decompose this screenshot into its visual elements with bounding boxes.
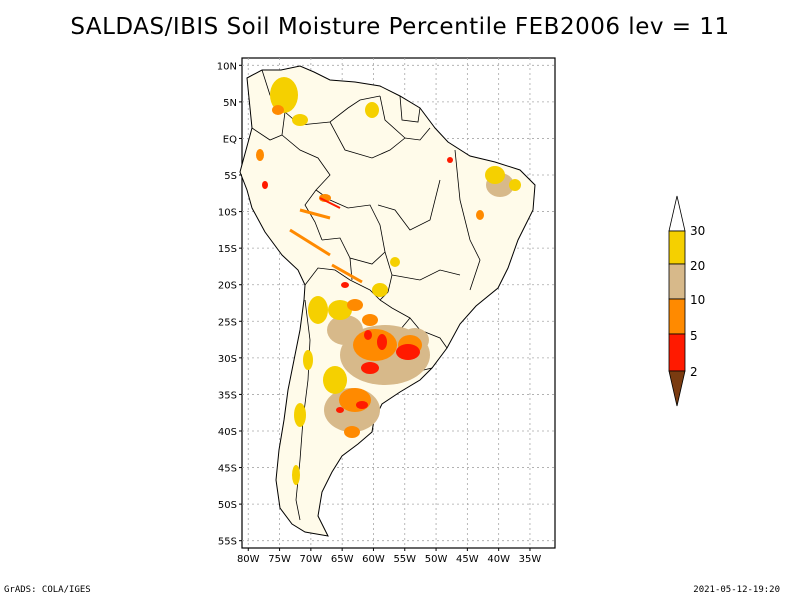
lat-tick-label: 45S — [218, 464, 237, 475]
lat-tick-label: 25S — [218, 317, 237, 328]
legend-label: 5 — [690, 329, 698, 343]
lon-tick-label: 50W — [425, 554, 448, 565]
lat-tick-label: 20S — [218, 281, 237, 292]
legend-swatch-10-20 — [668, 263, 686, 300]
legend-swatch-2-5 — [668, 333, 686, 372]
lat-tick-label: EQ — [223, 134, 237, 145]
lat-tick-label: 5N — [223, 98, 237, 109]
legend-label: 20 — [690, 259, 705, 273]
map-title: SALDAS/IBIS Soil Moisture Percentile FEB… — [70, 14, 730, 40]
lat-tick-label: 10N — [217, 61, 237, 72]
legend-label: 2 — [690, 365, 698, 379]
lat-tick-label: 55S — [218, 537, 237, 548]
legend-labels: 30 20 10 5 2 — [690, 224, 705, 379]
south-america-landmass — [239, 65, 536, 537]
legend-swatch-below-2 — [668, 370, 686, 407]
soil-moisture-percentile-field — [256, 77, 521, 485]
lat-tick-label: 15S — [218, 244, 237, 255]
legend-colorbar — [668, 195, 686, 407]
legend-label: 10 — [690, 293, 705, 307]
legend-swatch-5-10 — [668, 298, 686, 335]
longitude-labels: 80W 75W 70W 65W 60W 55W 50W 45W 40W 35W — [237, 548, 541, 565]
lon-tick-label: 70W — [300, 554, 323, 565]
lon-tick-label: 60W — [362, 554, 385, 565]
footer-timestamp: 2021-05-12-19:20 — [693, 585, 780, 595]
lat-tick-label: 50S — [218, 500, 237, 511]
lat-tick-label: 35S — [218, 390, 237, 401]
lon-tick-label: 80W — [237, 554, 260, 565]
lon-tick-label: 45W — [456, 554, 479, 565]
lon-tick-label: 35W — [519, 554, 542, 565]
lat-tick-label: 40S — [218, 427, 237, 438]
lat-tick-label: 5S — [224, 171, 237, 182]
lon-tick-label: 65W — [331, 554, 354, 565]
legend-swatch-20-30 — [668, 230, 686, 265]
latitude-labels: 10N 5N EQ 5S 10S 15S 20S 25S 30S 35S 40S 45S 50S 55S — [217, 61, 242, 548]
footer-credit: GrADS: COLA/IGES — [4, 585, 91, 595]
lon-tick-label: 55W — [393, 554, 416, 565]
lon-tick-label: 75W — [268, 554, 291, 565]
legend-swatch-above-30 — [668, 195, 686, 232]
lat-tick-label: 30S — [218, 354, 237, 365]
lat-tick-label: 10S — [218, 208, 237, 219]
legend-label: 30 — [690, 224, 705, 238]
lon-tick-label: 40W — [487, 554, 510, 565]
